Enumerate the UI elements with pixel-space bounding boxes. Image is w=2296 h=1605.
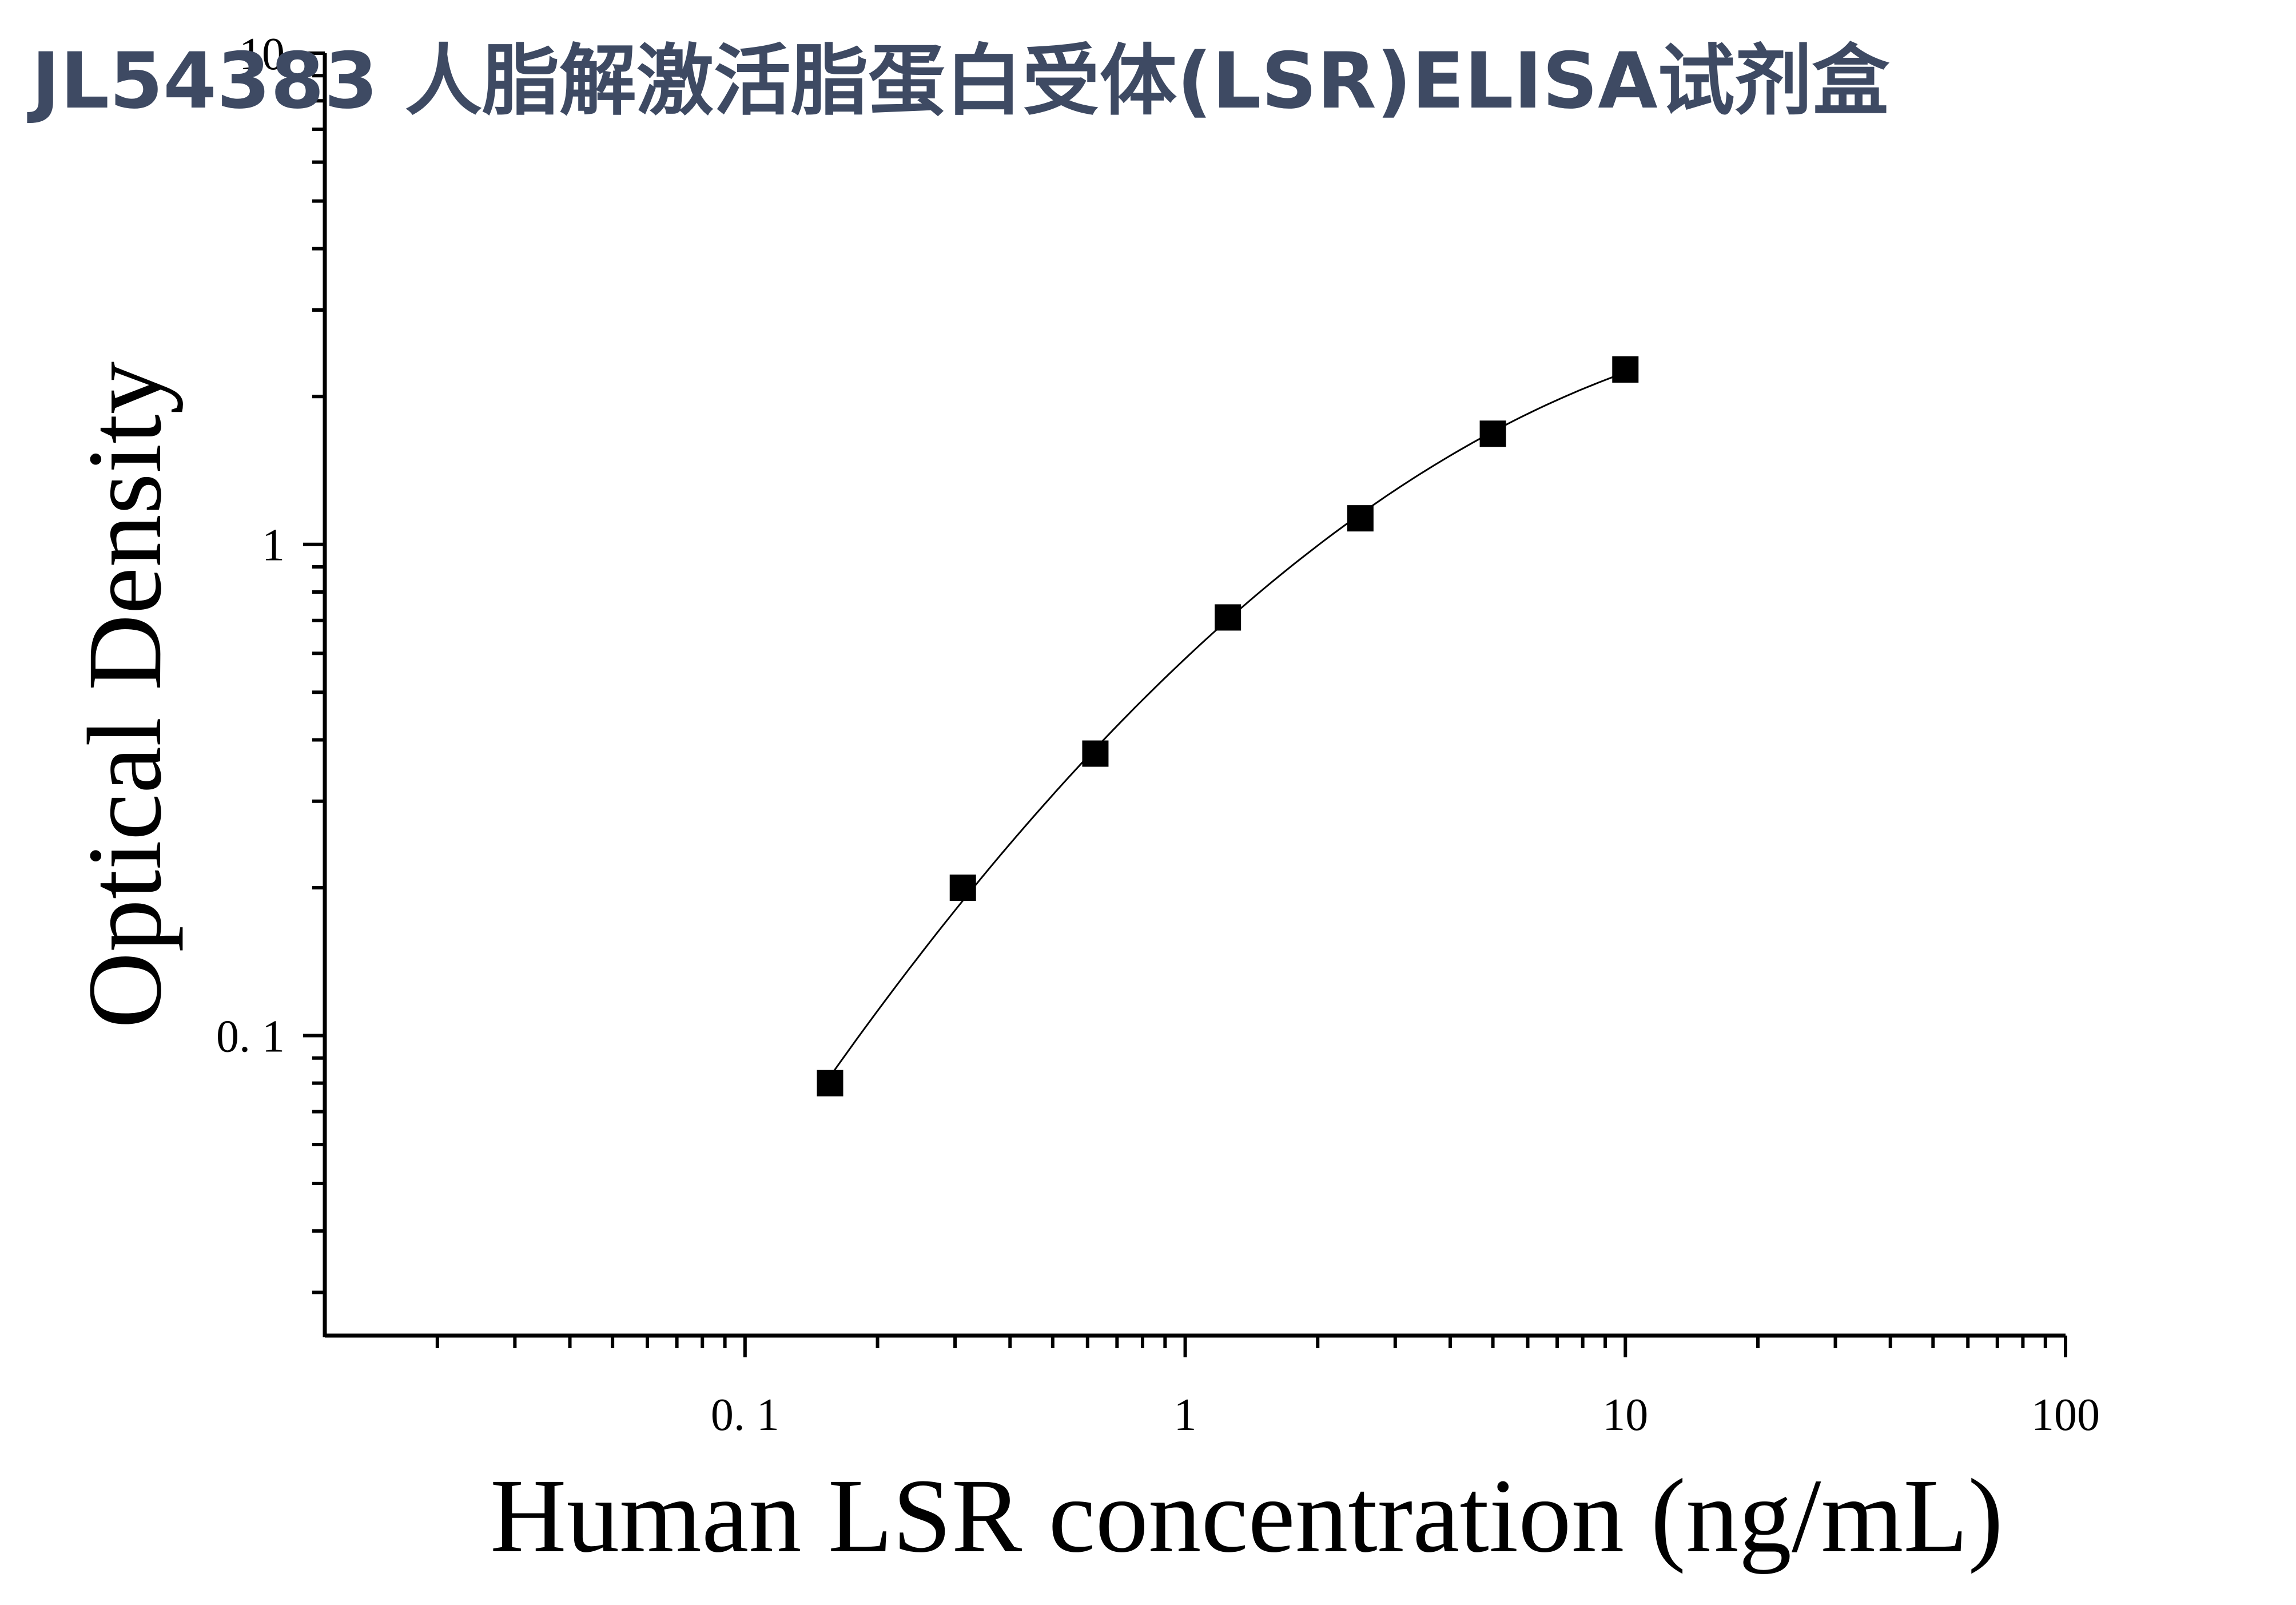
y-tick-label: 0. 1: [216, 1011, 285, 1062]
data-point: [1215, 604, 1241, 631]
x-axis-label: Human LSR concentration (ng/mL): [490, 1457, 2003, 1575]
y-tick-label: 1: [262, 521, 285, 571]
y-axis-label: Optical Density: [66, 361, 184, 1028]
data-point: [817, 1070, 843, 1097]
data-point: [949, 874, 976, 901]
axis-ticks: [303, 51, 2067, 1357]
x-tick-label: 1: [1174, 1390, 1197, 1440]
tick-labels: 0. 1 1 10 100 0. 1 1 10: [216, 29, 2100, 1440]
data-point: [1347, 505, 1374, 532]
chart-title: JL54383 人脂解激活脂蛋白受体(LSR)ELISA试剂盒: [27, 36, 1890, 126]
data-point: [1082, 740, 1109, 767]
x-tick-label: 10: [1602, 1390, 1648, 1440]
axes: [323, 53, 2066, 1338]
fit-curve-layer: [829, 371, 1626, 1077]
data-point: [1612, 356, 1639, 383]
data-points: [817, 356, 1639, 1097]
data-point: [1479, 420, 1506, 447]
x-tick-label: 0. 1: [711, 1390, 779, 1440]
y-tick-label: 10: [239, 29, 285, 80]
x-tick-label: 100: [2031, 1390, 2100, 1440]
fit-curve: [829, 371, 1626, 1077]
